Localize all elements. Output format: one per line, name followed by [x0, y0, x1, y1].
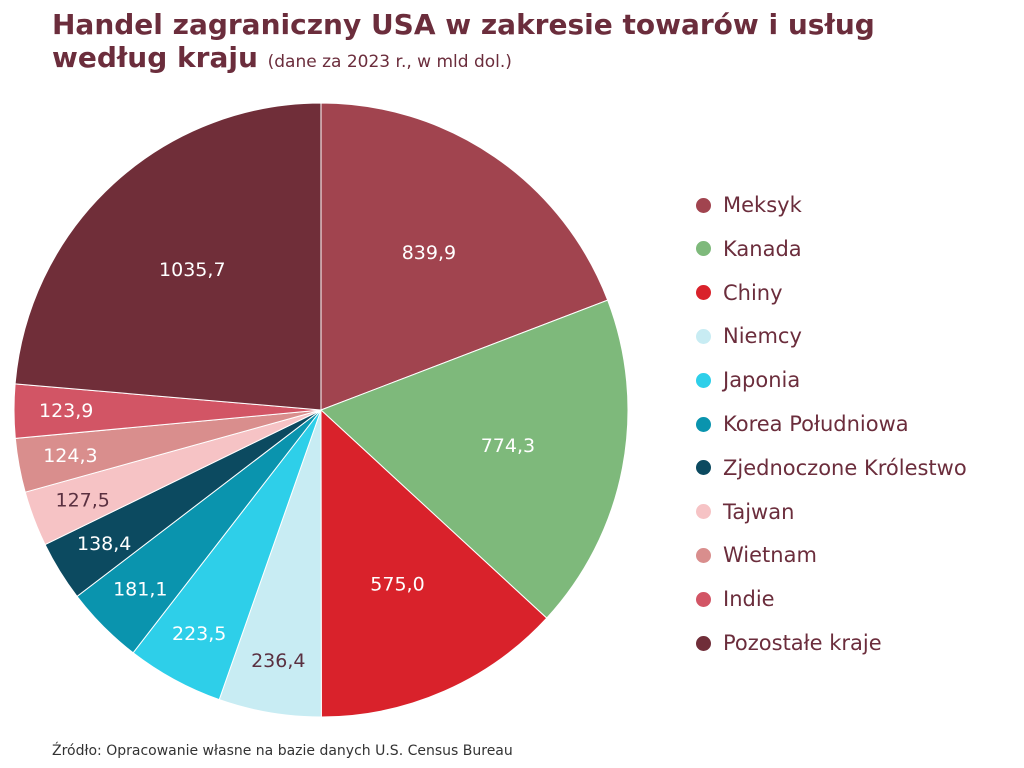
slice-value-label: 839,9	[402, 242, 456, 264]
legend-label: Zjednoczone Królestwo	[723, 455, 967, 480]
slice-value-label: 127,5	[55, 489, 109, 511]
legend-label: Kanada	[723, 236, 802, 261]
slice-value-label: 124,3	[43, 445, 97, 467]
legend-item[interactable]: Kanada	[696, 234, 1016, 264]
chart-title: Handel zagraniczny USA w zakresie towaró…	[52, 8, 875, 79]
legend-label: Pozostałe kraje	[723, 631, 882, 655]
pie-slice[interactable]	[14, 102, 322, 411]
slice-value-label: 223,5	[172, 623, 226, 645]
legend-item[interactable]: Tajwan	[696, 497, 1016, 527]
legend-label: Tajwan	[723, 499, 795, 524]
chart-title-line2-text: według kraju	[52, 41, 258, 74]
legend-swatch	[696, 416, 711, 432]
legend-item[interactable]: Zjednoczone Królestwo	[696, 453, 1016, 483]
slice-value-label: 123,9	[39, 400, 93, 422]
legend-swatch	[696, 591, 711, 607]
legend-item[interactable]: Korea Południowa	[696, 409, 1016, 439]
legend-label: Indie	[723, 587, 775, 612]
legend-label: Wietnam	[723, 543, 817, 568]
legend-swatch	[696, 504, 711, 520]
legend-label: Niemcy	[723, 324, 802, 349]
slice-value-label: 236,4	[251, 650, 305, 672]
chart-subtitle: (dane za 2023 r., w mld dol.)	[267, 52, 512, 72]
legend-swatch	[696, 328, 711, 344]
chart-title-line2: według kraju (dane za 2023 r., w mld dol…	[52, 41, 875, 79]
pie-slice[interactable]	[320, 299, 629, 619]
source-note: Źródło: Opracowanie własne na bazie dany…	[52, 743, 513, 759]
legend-item[interactable]: Indie	[696, 584, 1016, 614]
legend-swatch	[696, 372, 711, 388]
legend-item[interactable]: Meksyk	[696, 190, 1016, 220]
legend-swatch	[696, 285, 711, 301]
legend-swatch	[696, 241, 711, 257]
chart-title-line1: Handel zagraniczny USA w zakresie towaró…	[52, 8, 875, 41]
legend-item[interactable]: Japonia	[696, 365, 1016, 395]
pie-slice[interactable]	[320, 102, 609, 411]
slice-value-label: 138,4	[77, 533, 131, 555]
legend-item[interactable]: Pozostałe kraje	[696, 628, 1016, 658]
legend-label: Japonia	[723, 368, 801, 393]
slice-value-label: 774,3	[481, 435, 535, 457]
slice-value-label: 1035,7	[159, 259, 225, 281]
legend-swatch	[696, 460, 711, 476]
legend-swatch	[696, 197, 711, 213]
pie-slice[interactable]	[320, 408, 548, 718]
legend-swatch	[696, 547, 711, 563]
legend-item[interactable]: Niemcy	[696, 321, 1016, 351]
legend-item[interactable]: Chiny	[696, 278, 1016, 308]
slice-value-label: 575,0	[370, 573, 424, 595]
legend-label: Meksyk	[723, 193, 802, 217]
legend-item[interactable]: Wietnam	[696, 540, 1016, 570]
slice-value-label: 181,1	[113, 579, 167, 601]
legend-swatch	[696, 635, 711, 651]
legend-label: Chiny	[723, 280, 783, 305]
legend-label: Korea Południowa	[723, 412, 909, 436]
